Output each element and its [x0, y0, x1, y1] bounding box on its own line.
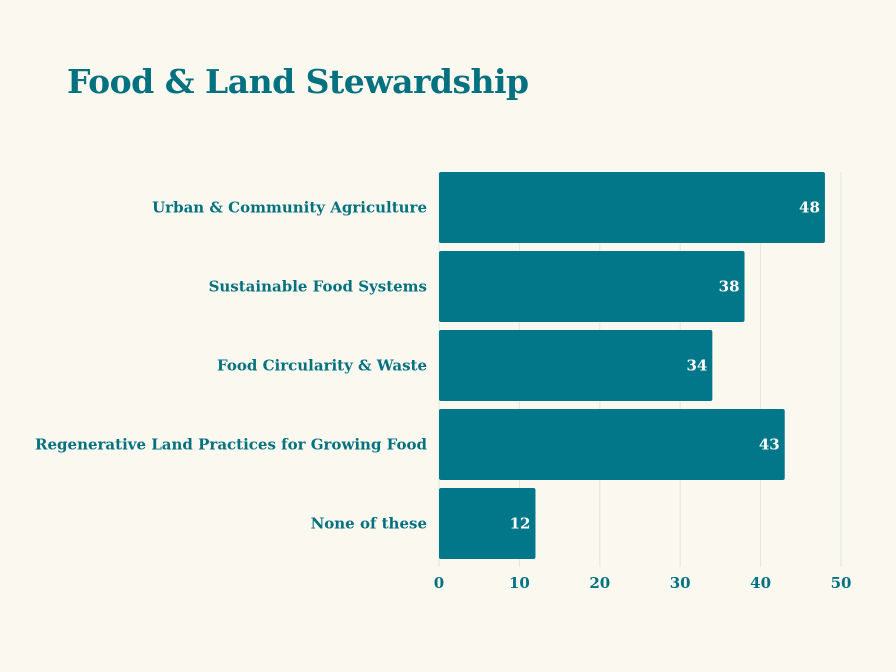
bar: [439, 409, 785, 480]
x-axis-ticks: 0 10 20 30 40 50: [434, 574, 852, 592]
value-label: 38: [719, 278, 740, 296]
bar: [439, 172, 825, 243]
value-label: 34: [686, 357, 707, 375]
category-labels: Urban & Community Agriculture Sustainable…: [35, 199, 427, 533]
value-labels: 48 38 34 43 12: [510, 199, 820, 533]
bar: [439, 330, 713, 401]
bar: [439, 251, 745, 322]
x-tick-label: 30: [670, 574, 691, 592]
chart-title: Food & Land Stewardship: [67, 62, 529, 101]
value-label: 48: [799, 199, 820, 217]
category-label: Sustainable Food Systems: [209, 278, 427, 296]
value-label: 43: [759, 436, 780, 454]
x-tick-label: 20: [589, 574, 610, 592]
x-tick-label: 10: [509, 574, 530, 592]
value-label: 12: [510, 515, 531, 533]
bars: [439, 172, 825, 559]
bar: [439, 488, 536, 559]
category-label: Urban & Community Agriculture: [152, 199, 427, 217]
category-label: Food Circularity & Waste: [217, 357, 427, 375]
x-tick-label: 50: [831, 574, 852, 592]
x-tick-label: 0: [434, 574, 444, 592]
category-label: None of these: [311, 515, 427, 533]
x-tick-label: 40: [750, 574, 771, 592]
category-label: Regenerative Land Practices for Growing …: [35, 436, 427, 454]
